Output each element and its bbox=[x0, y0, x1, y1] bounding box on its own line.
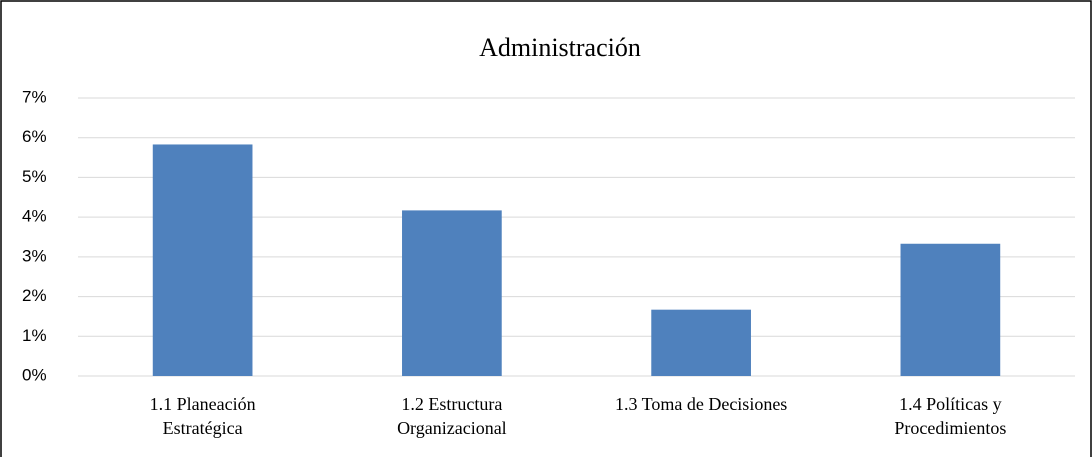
x-tick-label: 1.4 Políticas y Procedimientos bbox=[894, 394, 1007, 438]
y-tick-label: 1% bbox=[22, 326, 47, 345]
bar bbox=[152, 144, 253, 376]
bar bbox=[651, 309, 751, 376]
y-tick-label: 7% bbox=[22, 87, 47, 106]
chart-title: Administración bbox=[479, 33, 641, 62]
y-tick-label: 6% bbox=[22, 127, 47, 146]
bar bbox=[900, 243, 1001, 376]
x-tick-label: 1.2 Estructura Organizacional bbox=[397, 394, 507, 438]
y-tick-label: 0% bbox=[22, 365, 47, 384]
x-tick-label: 1.3 Toma de Decisiones bbox=[614, 394, 788, 414]
y-tick-label: 4% bbox=[22, 207, 47, 226]
x-tick-label: 1.1 Planeación Estratégica bbox=[149, 394, 256, 438]
y-tick-label: 2% bbox=[22, 286, 47, 305]
y-tick-label: 5% bbox=[22, 167, 47, 186]
y-tick-label: 3% bbox=[22, 246, 47, 265]
bar bbox=[402, 210, 502, 376]
